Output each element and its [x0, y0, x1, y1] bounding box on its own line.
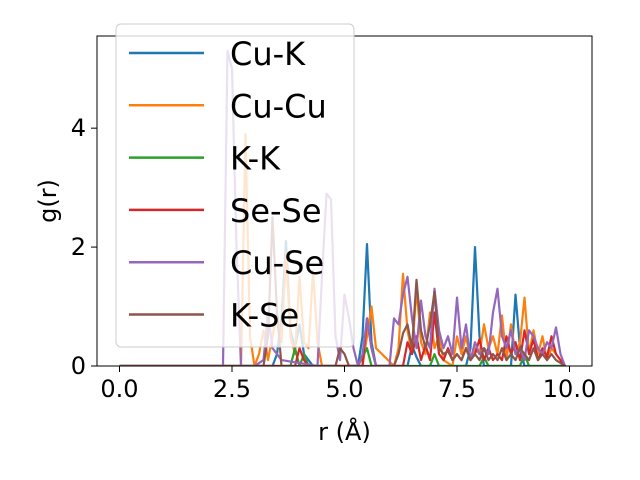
x-tick-label: 0.0 — [100, 375, 138, 403]
x-tick-label: 7.5 — [438, 375, 476, 403]
y-tick-label: 4 — [71, 114, 86, 142]
legend-label-k-se: K-Se — [230, 297, 299, 335]
x-axis-label: r (Å) — [318, 417, 371, 446]
x-tick-label: 5.0 — [325, 375, 363, 403]
series-line-cu-se — [119, 49, 567, 366]
legend-label-cu-se: Cu-Se — [230, 244, 324, 282]
x-tick-label: 10.0 — [543, 375, 596, 403]
legend-label-cu-k: Cu-K — [230, 35, 306, 73]
y-tick-label: 2 — [71, 233, 86, 261]
legend-label-se-se: Se-Se — [230, 192, 322, 230]
x-tick-label: 2.5 — [213, 375, 251, 403]
legend-label-cu-cu: Cu-Cu — [230, 87, 327, 125]
legend-label-k-k: K-K — [230, 140, 281, 178]
y-tick-label: 0 — [71, 352, 86, 380]
legend: Cu-K Cu-Cu K-K Se-Se Cu-Se K-Se — [115, 23, 355, 348]
y-axis-label: g(r) — [34, 179, 62, 223]
series-line-k-se — [119, 216, 566, 366]
axes-layer: 0.0 2.5 5.0 7.5 10.0 0 2 4 — [71, 35, 596, 403]
